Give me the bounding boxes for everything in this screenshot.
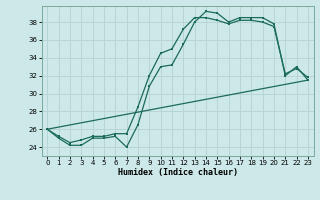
X-axis label: Humidex (Indice chaleur): Humidex (Indice chaleur) — [118, 168, 237, 177]
